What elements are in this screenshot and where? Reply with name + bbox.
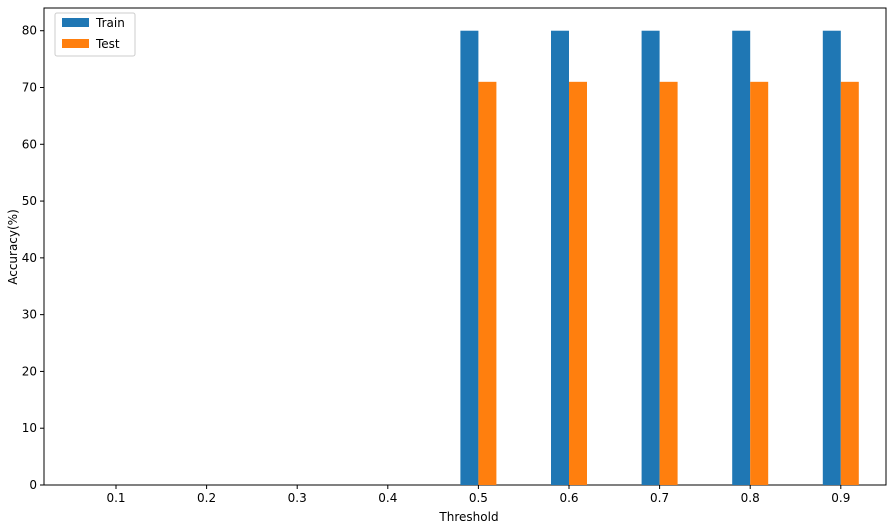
bar-test-0.8 (750, 81, 769, 486)
y-tick-label: 0 (29, 478, 37, 492)
x-tick-label: 0.5 (469, 491, 488, 505)
legend-label-train: Train (95, 16, 125, 30)
y-tick-label: 10 (22, 421, 37, 435)
y-tick-label: 70 (22, 81, 37, 95)
y-axis: 0 10 20 30 40 50 60 70 80 (22, 24, 44, 492)
bar-test-0.5 (478, 81, 497, 486)
bar-train-0.8 (732, 30, 751, 485)
y-tick-label: 40 (22, 251, 37, 265)
x-axis-label: Threshold (438, 510, 498, 524)
bar-test-0.6 (569, 81, 587, 486)
bar-test-0.9 (840, 81, 859, 486)
legend-swatch-train (62, 18, 89, 27)
bar-test-0.7 (659, 81, 678, 486)
y-tick-label: 20 (22, 364, 37, 378)
bar-train-0.7 (641, 30, 660, 485)
bar-train-0.9 (822, 30, 841, 485)
y-tick-label: 30 (22, 308, 37, 322)
x-tick-label: 0.4 (378, 491, 397, 505)
bar-train-0.6 (551, 30, 569, 485)
bar-train-0.5 (460, 30, 479, 485)
y-tick-label: 50 (22, 194, 37, 208)
y-axis-label: Accuracy(%) (6, 209, 20, 285)
y-tick-label: 80 (22, 24, 37, 38)
legend: Train Test (54, 12, 136, 57)
x-tick-label: 0.1 (106, 491, 125, 505)
bars-layer (460, 30, 859, 486)
x-tick-label: 0.8 (741, 491, 760, 505)
x-tick-label: 0.7 (650, 491, 669, 505)
x-tick-label: 0.3 (288, 491, 307, 505)
y-tick-label: 60 (22, 137, 37, 151)
legend-swatch-test (62, 39, 89, 48)
x-axis: 0.1 0.2 0.3 0.4 0.5 0.6 0.7 0.8 0.9 (106, 485, 850, 505)
x-tick-label: 0.9 (831, 491, 850, 505)
x-tick-label: 0.6 (559, 491, 578, 505)
legend-label-test: Test (95, 37, 120, 51)
x-tick-label: 0.2 (197, 491, 216, 505)
